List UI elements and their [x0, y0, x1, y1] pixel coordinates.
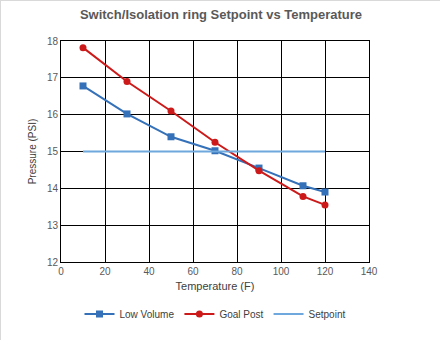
svg-text:20: 20: [99, 266, 111, 277]
svg-text:16: 16: [47, 109, 59, 120]
svg-text:18: 18: [47, 36, 59, 47]
svg-text:Setpoint: Setpoint: [309, 309, 346, 320]
svg-text:0: 0: [58, 266, 64, 277]
svg-text:17: 17: [47, 72, 59, 83]
svg-text:40: 40: [143, 266, 155, 277]
svg-text:Pressure (PSI): Pressure (PSI): [27, 119, 38, 185]
svg-text:Low Volume: Low Volume: [120, 309, 175, 320]
svg-text:Goal Post: Goal Post: [219, 309, 263, 320]
svg-text:14: 14: [47, 183, 59, 194]
svg-text:13: 13: [47, 220, 59, 231]
svg-text:100: 100: [273, 266, 290, 277]
svg-text:15: 15: [47, 146, 59, 157]
svg-text:Temperature (F): Temperature (F): [176, 280, 255, 292]
svg-text:12: 12: [47, 257, 59, 268]
svg-text:60: 60: [187, 266, 199, 277]
svg-text:140: 140: [361, 266, 378, 277]
svg-text:Switch/Isolation ring Setpoint: Switch/Isolation ring Setpoint vs Temper…: [80, 7, 362, 22]
svg-text:120: 120: [317, 266, 334, 277]
svg-text:80: 80: [231, 266, 243, 277]
